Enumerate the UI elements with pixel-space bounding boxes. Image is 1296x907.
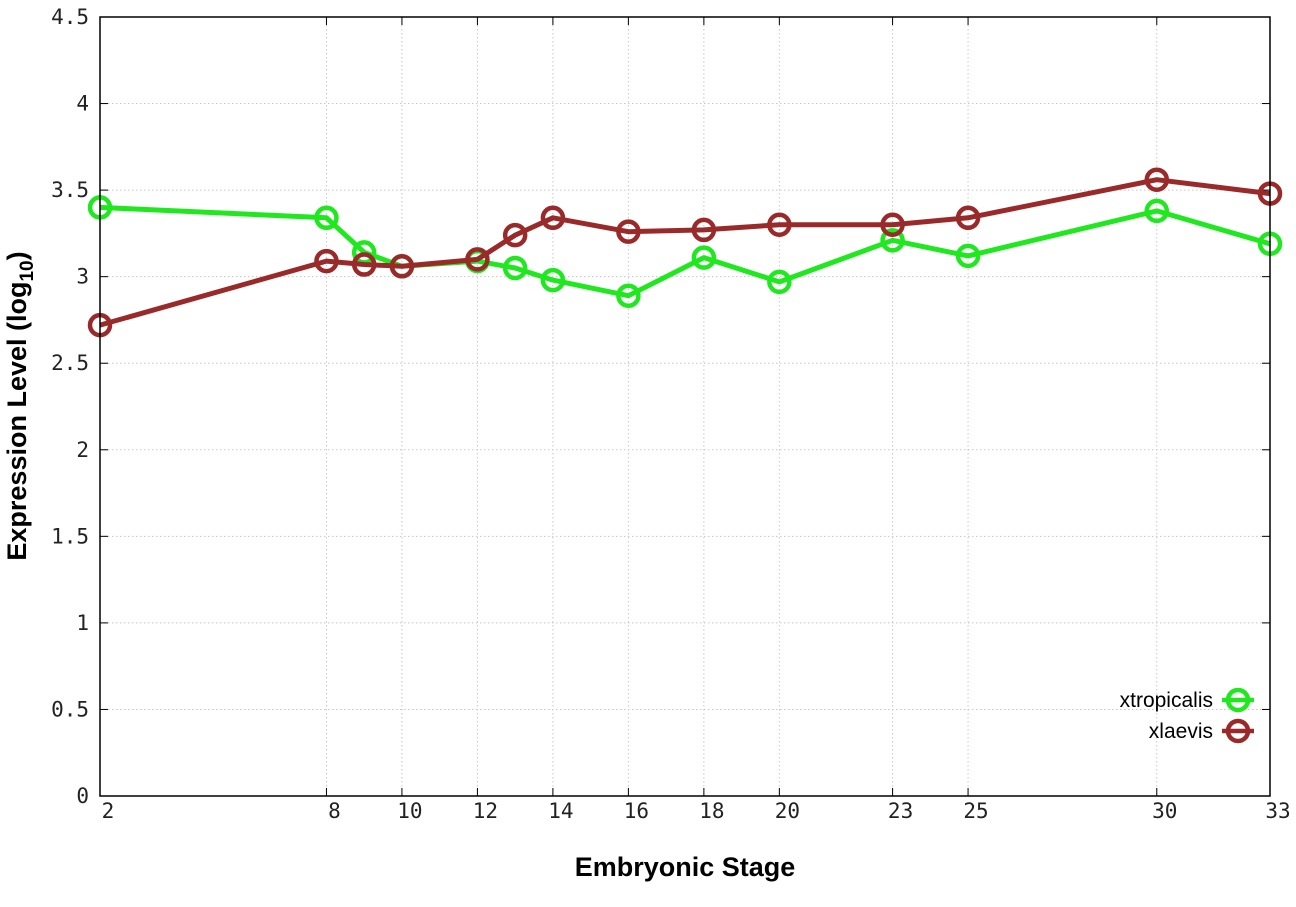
data-point-xlaevis [502,222,528,248]
data-point-xtropicalis [691,245,717,270]
x-tick-label: 14 [548,799,573,823]
x-axis-title: Embryonic Stage [575,852,796,882]
x-tick-label: 2 [102,799,115,823]
y-tick-label: 3.5 [51,178,89,202]
data-point-xlaevis [1144,167,1170,192]
x-tick-label: 10 [397,799,422,823]
x-tick-label: 30 [1152,799,1177,823]
data-point-xlaevis [880,212,905,237]
data-point-xlaevis [389,254,415,279]
plot-frame [99,16,1271,797]
data-point-xtropicalis [767,269,792,295]
legend-label-xtropicalis: xtropicalis [1120,689,1213,712]
y-tick-label: 1.5 [51,524,89,548]
series-line-xlaevis [99,177,1271,328]
legend-entry-xtropicalis: xtropicalis [1120,687,1254,713]
series-xlaevis [87,167,1283,338]
legend: xtropicalis xlaevis [1120,687,1254,744]
x-tick-label: 33 [1265,799,1290,823]
y-tick-label: 4 [76,92,89,116]
y-tick-label: 3 [76,265,89,289]
x-tick-label: 23 [888,799,913,823]
legend-label-xlaevis: xlaevis [1149,720,1213,743]
x-tick-label: 20 [775,799,800,823]
data-point-xlaevis [351,252,377,277]
data-point-xlaevis [767,212,792,237]
series-lines [87,167,1283,338]
legend-marker-xtropicalis [1225,687,1251,713]
y-axis-title: Expression Level (log10) [2,251,38,560]
data-point-xlaevis [955,205,981,231]
data-point-xlaevis [314,248,339,274]
data-point-xtropicalis [1144,198,1170,224]
data-point-xtropicalis [314,205,339,231]
y-tick-label: 2.5 [51,351,89,375]
data-point-xtropicalis [540,267,566,293]
data-point-xtropicalis [616,283,641,308]
y-tick-label: 2 [76,438,89,462]
x-tick-label: 16 [624,799,649,823]
x-tick-label: 8 [328,799,341,823]
data-point-xlaevis [465,247,490,272]
data-point-xlaevis [691,217,717,243]
x-tick-label: 12 [473,799,498,823]
x-tick-label: 25 [963,799,988,823]
data-point-xtropicalis [502,255,528,281]
y-tick-label: 1 [76,611,89,635]
data-point-xlaevis [616,219,641,244]
x-tick-label: 18 [699,799,724,823]
data-point-xtropicalis [880,228,905,253]
data-point-xlaevis [540,205,566,231]
legend-entry-xlaevis: xlaevis [1149,718,1254,744]
y-tick-label: 4.5 [51,5,89,29]
tick-labels: 0 0.5 1 1.5 2 2.5 3 3.5 4 4.5 2 8 10 12 14 16 18 20 23 25 30… [51,5,1291,823]
y-tick-label: 0.5 [51,697,89,721]
y-tick-label: 0 [76,784,89,808]
legend-marker-xlaevis [1225,718,1251,744]
data-point-xtropicalis [955,243,981,269]
grid-lines [100,17,1270,796]
